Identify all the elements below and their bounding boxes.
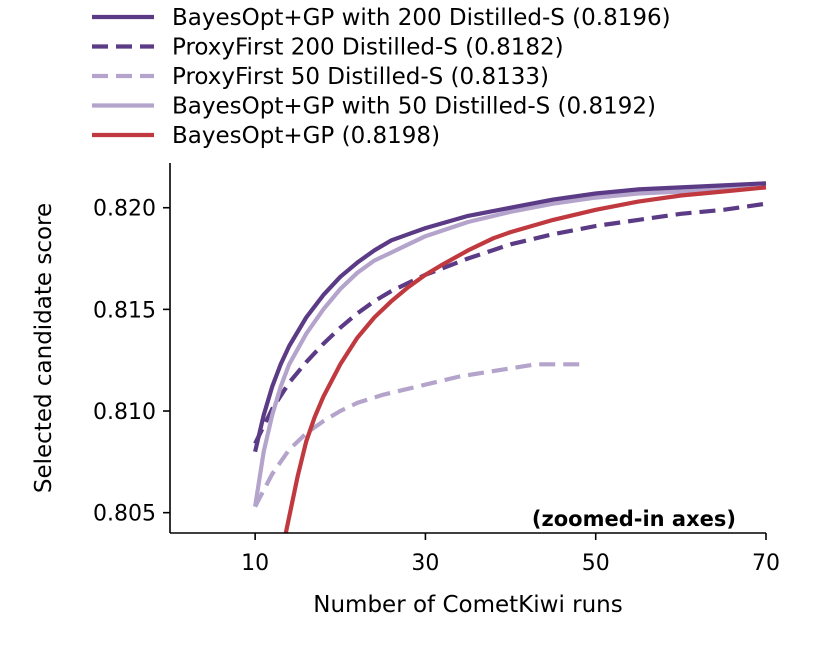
- y-tick-label: 0.820: [93, 197, 156, 222]
- legend-label-2: ProxyFirst 50 Distilled-S (0.8133): [172, 64, 549, 90]
- legend-label-1: ProxyFirst 200 Distilled-S (0.8182): [172, 35, 564, 61]
- x-axis-label: Number of CometKiwi runs: [313, 592, 622, 618]
- x-tick-label: 10: [241, 551, 269, 576]
- y-tick-label: 0.805: [93, 502, 156, 527]
- plot-area: [253, 181, 767, 533]
- axes: [169, 163, 766, 534]
- series-line-3: [253, 185, 767, 507]
- x-tick-label: 30: [411, 551, 439, 576]
- ticks: 10 30 50 70 0.805 0.810 0.815 0.820: [93, 197, 780, 576]
- series-line-2: [253, 362, 588, 508]
- series-line-4: [283, 185, 767, 533]
- legend-label-4: BayesOpt+GP (0.8198): [172, 123, 440, 149]
- legend-label-3: BayesOpt+GP with 50 Distilled-S (0.8192): [172, 94, 656, 120]
- legend-label-0: BayesOpt+GP with 200 Distilled-S (0.8196…: [172, 5, 671, 31]
- x-tick-label: 50: [582, 551, 610, 576]
- series-line-0: [253, 181, 767, 453]
- y-axis-label: Selected candidate score: [31, 203, 57, 493]
- zoomed-in-annotation: (zoomed-in axes): [532, 507, 736, 531]
- x-tick-label: 70: [752, 551, 780, 576]
- legend: BayesOpt+GP with 200 Distilled-S (0.8196…: [92, 5, 671, 149]
- y-tick-label: 0.810: [93, 400, 156, 425]
- series-line-1: [253, 201, 767, 445]
- y-tick-label: 0.815: [93, 298, 156, 323]
